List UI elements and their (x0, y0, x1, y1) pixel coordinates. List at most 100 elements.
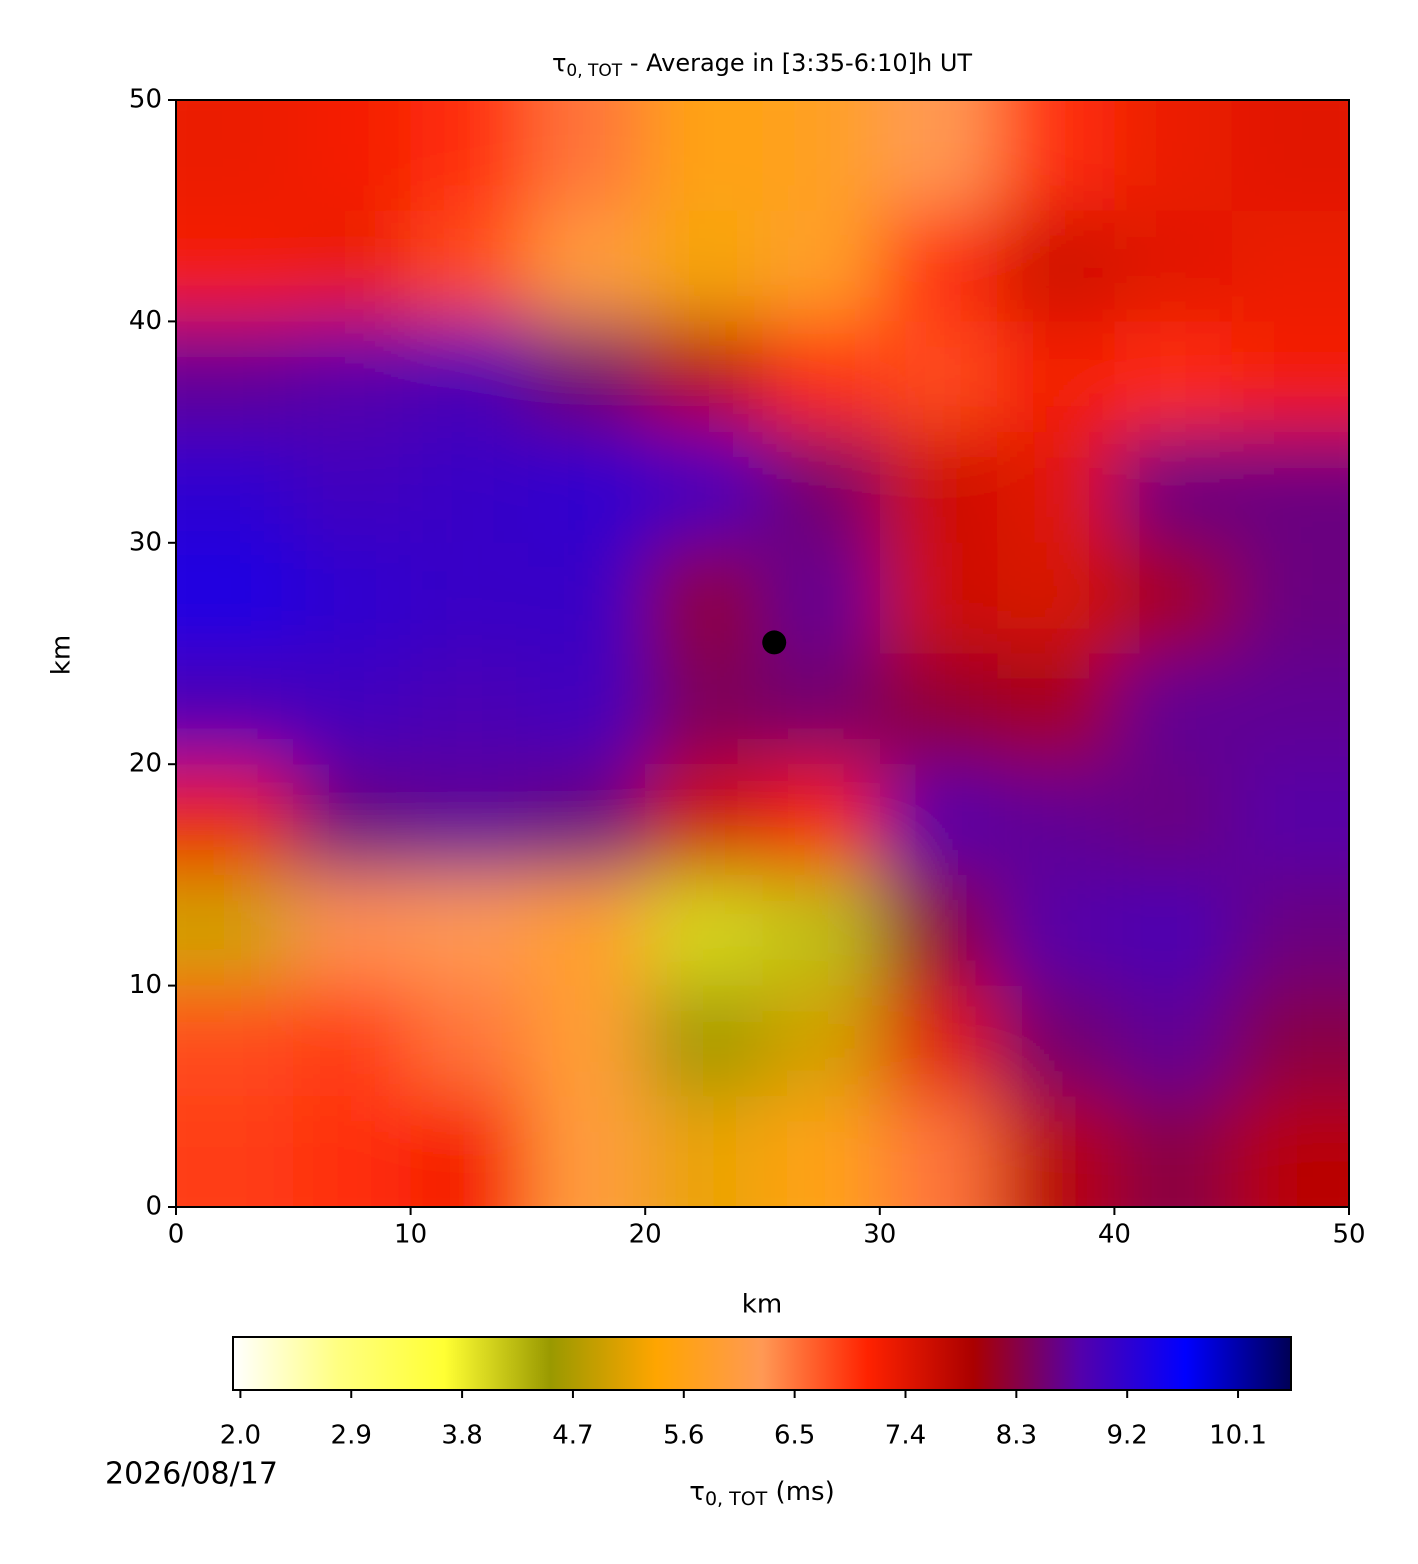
heatmap-cell (762, 321, 881, 434)
heatmap-cell (645, 100, 764, 212)
y-tick-label: 30 (129, 527, 162, 557)
heatmap-cell (527, 542, 647, 655)
heatmap-cell (410, 100, 529, 212)
heatmap-cell (762, 1096, 881, 1207)
x-tick-label: 10 (394, 1220, 427, 1250)
heatmap-cell (176, 432, 295, 544)
heatmap-cell (997, 100, 1116, 212)
heatmap-cell (293, 764, 412, 876)
heatmap-cell (1114, 874, 1233, 987)
heatmap-cell (527, 321, 647, 434)
heatmap-cell (1231, 100, 1349, 212)
y-tick-label: 10 (129, 970, 162, 1000)
heatmap-cell (997, 764, 1116, 876)
heatmap-cell (1231, 874, 1349, 987)
y-axis-label: km (47, 635, 77, 675)
heatmap-cell (762, 100, 881, 212)
heatmap-cell (527, 653, 647, 766)
heatmap-cell (1114, 432, 1233, 544)
colorbar-tick-label: 2.9 (331, 1421, 372, 1451)
heatmap-cell (1114, 210, 1233, 323)
heatmap-cell (410, 1096, 529, 1207)
heatmap-cell (527, 874, 647, 987)
heatmap-cell (293, 653, 412, 766)
heatmap-cell (527, 1096, 647, 1207)
heatmap-cell (527, 100, 647, 212)
heatmap-cell (293, 1096, 412, 1207)
colorbar-tick-label: 7.4 (885, 1421, 926, 1451)
heatmap-cell (762, 210, 881, 323)
heatmap-cell (176, 764, 295, 876)
heatmap-cell (1231, 542, 1349, 655)
x-tick-label: 30 (863, 1220, 896, 1250)
heatmap-cell (410, 874, 529, 987)
heatmap-cell (1114, 1096, 1233, 1207)
heatmap-cell (176, 210, 295, 323)
heatmap-cell (1231, 321, 1349, 434)
x-tick-label: 40 (1098, 1220, 1131, 1250)
heatmap-cell (997, 542, 1116, 655)
heatmap-cell (293, 432, 412, 544)
heatmap-cell (997, 653, 1116, 766)
heatmap-cell (1231, 985, 1349, 1098)
colorbar-tick-label: 10.1 (1209, 1421, 1267, 1451)
heatmap-cell (527, 764, 647, 876)
heatmap-cell (997, 874, 1116, 987)
x-tick-label: 50 (1332, 1220, 1365, 1250)
heatmap-cell (176, 542, 295, 655)
heatmap-cell (879, 432, 999, 544)
heatmap-cell (997, 321, 1116, 434)
heatmap (176, 100, 1349, 1207)
heatmap-cell (879, 542, 999, 655)
heatmap-cell (879, 321, 999, 434)
heatmap-cell (176, 321, 295, 434)
heatmap-cell (1231, 432, 1349, 544)
heatmap-cell (645, 985, 764, 1098)
heatmap-cell (176, 653, 295, 766)
heatmap-cell (1114, 985, 1233, 1098)
heatmap-cell (879, 874, 999, 987)
colorbar (232, 1336, 1292, 1391)
heatmap-cell (293, 321, 412, 434)
heatmap-cell (762, 874, 881, 987)
heatmap-cell (1231, 764, 1349, 876)
heatmap-cell (176, 1096, 295, 1207)
heatmap-cell (1231, 1096, 1349, 1207)
heatmap-cell (1114, 100, 1233, 212)
colorbar-tick-label: 2.0 (220, 1421, 261, 1451)
heatmap-cell (1114, 653, 1233, 766)
colorbar-tick-label: 8.3 (996, 1421, 1037, 1451)
heatmap-cell (645, 432, 764, 544)
y-tick-label: 0 (145, 1192, 162, 1222)
heatmap-cell (410, 653, 529, 766)
heatmap-cell (645, 542, 764, 655)
cells (176, 100, 1349, 1207)
heatmap-cell (1114, 542, 1233, 655)
x-tick-label: 0 (168, 1220, 185, 1250)
heatmap-cell (410, 321, 529, 434)
heatmap-cell (176, 985, 295, 1098)
heatmap-cell (762, 764, 881, 876)
colorbar-tick-label: 5.6 (663, 1421, 704, 1451)
heatmap-cell (645, 1096, 764, 1207)
marker-point (762, 630, 787, 655)
heatmap-cell (1114, 321, 1233, 434)
heatmap-cell (879, 1096, 999, 1207)
heatmap-cell (527, 210, 647, 323)
heatmap-cell (410, 432, 529, 544)
heatmap-cell (176, 874, 295, 987)
y-tick-label: 50 (129, 85, 162, 115)
date-stamp: 2026/08/17 (105, 1457, 278, 1492)
heatmap-cell (410, 542, 529, 655)
y-tick-label: 20 (129, 749, 162, 779)
heatmap-cell (1231, 653, 1349, 766)
colorbar-tick-label: 4.7 (552, 1421, 593, 1451)
heatmap-cell (645, 653, 764, 766)
heatmap-cell (527, 432, 647, 544)
heatmap-cell (527, 985, 647, 1098)
heatmap-cell (879, 210, 999, 323)
colorbar-label: τ0, TOT (ms) (689, 1477, 834, 1510)
heatmap-cell (293, 542, 412, 655)
heatmap-cell (997, 432, 1116, 544)
